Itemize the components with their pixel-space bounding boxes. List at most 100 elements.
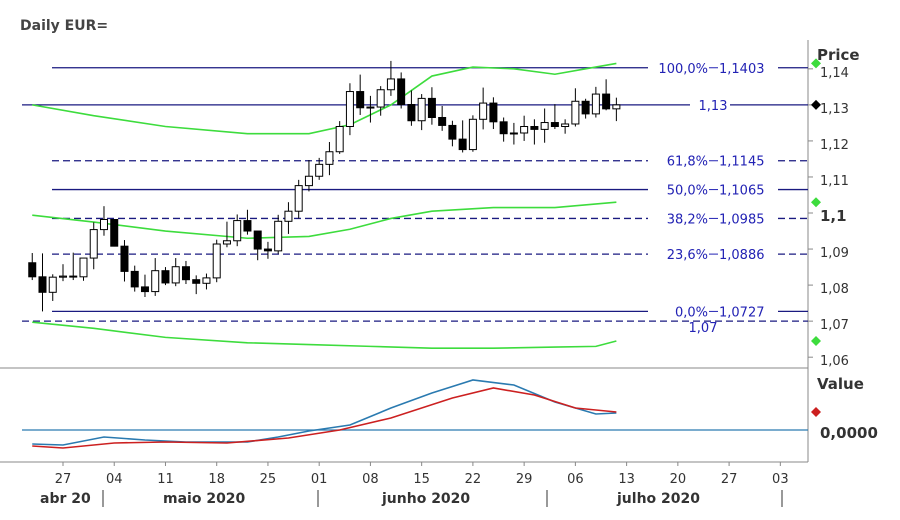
candle-body	[417, 97, 426, 122]
fib-label: 23,6%	[667, 248, 708, 263]
fib-label-bg	[648, 58, 778, 75]
candle-body	[345, 91, 354, 128]
fib-label: 38,2%	[667, 212, 708, 227]
candle-body	[479, 102, 488, 120]
indicator-line	[32, 379, 617, 446]
fib-label-bg	[648, 151, 778, 168]
month-label: julho 2020	[616, 491, 700, 507]
candle-body	[233, 220, 242, 242]
x-tick-label: 27	[55, 472, 72, 487]
candle-body	[591, 93, 600, 115]
candle-body	[294, 185, 303, 212]
fib-label-bg	[648, 302, 778, 319]
candle-body	[315, 163, 324, 177]
fib-label: 100,0%	[658, 62, 708, 77]
indicator-axis-label: Value	[817, 375, 864, 393]
candle-body	[284, 210, 293, 222]
price-axis-label: Price	[817, 46, 860, 64]
candle-body	[181, 266, 190, 281]
candle-body	[274, 220, 283, 252]
y-tick-label: 1,1	[820, 207, 847, 225]
x-tick-label: 25	[260, 472, 277, 487]
band-line	[32, 321, 617, 349]
candle-body	[58, 275, 67, 278]
y-tick-label: 1,14	[820, 66, 849, 81]
fib-label: 50,0%	[667, 184, 708, 199]
candle-body	[304, 175, 313, 187]
candle-body	[325, 151, 334, 165]
candle-body	[263, 248, 272, 252]
month-label: junho 2020	[381, 491, 470, 507]
candle-body	[202, 277, 211, 284]
candle-body	[222, 240, 231, 245]
candle-body	[550, 122, 559, 128]
candle-body	[540, 122, 549, 130]
candle-body	[28, 262, 37, 278]
candle-body	[612, 104, 621, 110]
last-price-marker	[811, 99, 821, 110]
candle-body	[499, 121, 508, 135]
y-tick-label: 1,07	[820, 318, 849, 333]
fib-value-label: 1,1065	[719, 184, 765, 199]
candle-body	[69, 275, 78, 278]
candle-body	[140, 286, 149, 293]
x-tick-label: 06	[567, 472, 584, 487]
y-tick-label: 1,13	[820, 102, 849, 117]
candle-body	[427, 97, 436, 118]
candle-body	[509, 132, 518, 135]
x-tick-label: 18	[208, 472, 225, 487]
indicator-marker	[811, 407, 821, 417]
fib-label: 0,0%	[675, 305, 708, 320]
candle-body	[48, 276, 57, 293]
y-tick-label: 1,09	[820, 246, 849, 261]
month-label: maio 2020	[163, 491, 246, 507]
x-tick-label: 20	[670, 472, 687, 487]
candle-body	[151, 270, 160, 293]
candle-body	[458, 138, 467, 151]
level-label-bg	[690, 95, 730, 112]
candle-body	[161, 270, 170, 284]
x-tick-label: 13	[618, 472, 635, 487]
x-tick-label: 11	[157, 472, 174, 487]
band-marker	[811, 335, 821, 346]
candle-body	[38, 276, 47, 293]
fib-value-label: 1,0886	[719, 248, 765, 263]
candle-body	[243, 220, 252, 232]
candle-body	[366, 106, 375, 109]
level-label: 1,13	[699, 99, 728, 114]
candle-body	[407, 104, 416, 122]
candle-body	[397, 78, 406, 106]
y-tick-label: 1,11	[820, 174, 849, 189]
y-tick-label: 1,06	[820, 354, 849, 369]
candle-body	[212, 243, 221, 279]
fib-label-bg	[648, 180, 778, 197]
x-tick-label: 15	[413, 472, 430, 487]
level-label: 1,07	[689, 321, 718, 336]
fib-value-label: 1,0727	[719, 305, 765, 320]
x-tick-label: 08	[362, 472, 379, 487]
band-line	[32, 201, 617, 240]
fib-value-label: 1,1145	[719, 155, 765, 170]
month-label: abr 20	[40, 491, 91, 507]
candle-body	[192, 279, 201, 284]
candle-body	[561, 123, 570, 128]
chart-title: Daily EUR=	[20, 18, 108, 34]
x-tick-label: 22	[465, 472, 482, 487]
candle-body	[386, 78, 395, 91]
candle-body	[335, 126, 344, 153]
candle-body	[530, 126, 539, 130]
x-tick-label: 04	[106, 472, 123, 487]
y-tick-label: 1,08	[820, 282, 849, 297]
x-tick-label: 03	[772, 472, 789, 487]
fib-label-bg	[648, 245, 778, 262]
candle-body	[602, 93, 611, 110]
fib-value-label: 1,0985	[719, 212, 765, 227]
candle-body	[130, 270, 139, 288]
fib-value-label: 1,1403	[719, 62, 765, 77]
band-marker	[811, 197, 821, 208]
candle-body	[581, 100, 590, 115]
candle-body	[253, 230, 262, 250]
candle-body	[489, 102, 498, 123]
candle-body	[376, 89, 385, 108]
